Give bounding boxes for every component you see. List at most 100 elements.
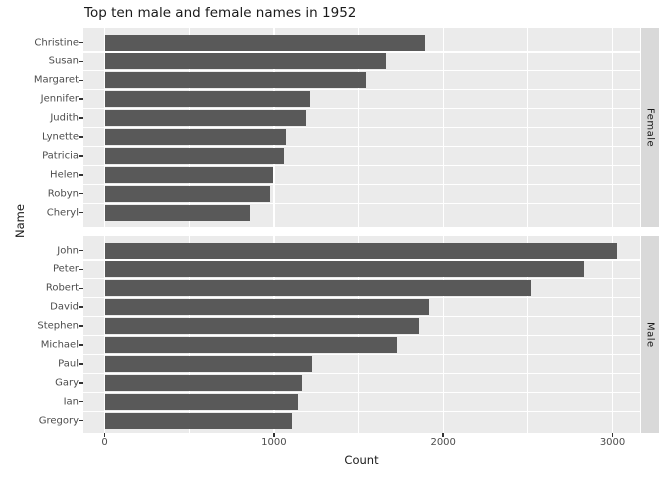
major-gridline — [611, 236, 614, 433]
bar-cheryl — [104, 204, 251, 221]
y-tick-label: Helen — [50, 169, 79, 181]
y-tick-mark — [79, 60, 83, 63]
minor-gridline — [527, 236, 529, 433]
row-gridline — [83, 145, 640, 148]
row-gridline — [83, 334, 640, 337]
y-tick-label: Robert — [45, 282, 79, 294]
bar-jennifer — [104, 91, 311, 108]
row-gridline — [83, 183, 640, 185]
y-tick-mark — [79, 306, 83, 308]
y-axis-title: Name — [12, 204, 27, 238]
facet-strip-male: Male — [641, 236, 659, 433]
y-tick-mark — [79, 382, 83, 384]
facet-panel-male — [83, 236, 640, 433]
bar-david — [104, 299, 429, 316]
row-gridline — [83, 89, 640, 91]
bar-john — [104, 242, 617, 259]
bar-margaret — [104, 72, 367, 89]
y-tick-mark — [79, 287, 83, 290]
x-tick-label: 1000 — [261, 437, 287, 448]
facet-strip-female: Female — [641, 28, 659, 227]
row-gridline — [83, 259, 640, 261]
y-tick-mark — [79, 419, 83, 422]
y-tick-label: Gary — [55, 377, 79, 389]
y-tick-label: Christine — [34, 37, 79, 48]
bar-judith — [104, 110, 307, 127]
y-tick-label: John — [57, 245, 79, 256]
bar-peter — [104, 261, 584, 278]
major-gridline — [103, 236, 106, 433]
row-gridline — [83, 316, 640, 318]
y-tick-label: Susan — [48, 55, 79, 67]
row-gridline — [83, 410, 640, 412]
x-tick-label: 0 — [101, 437, 108, 448]
y-tick-label: Peter — [52, 263, 79, 275]
y-tick-label: Judith — [50, 112, 79, 124]
y-tick-label: Margaret — [33, 74, 79, 86]
bar-robert — [104, 280, 532, 297]
x-tick-label: 2000 — [430, 437, 456, 448]
y-tick-mark — [79, 155, 83, 157]
minor-gridline — [188, 236, 190, 433]
facet-strip-label: Female — [644, 107, 656, 148]
y-tick-mark — [79, 174, 83, 176]
row-gridline — [83, 126, 640, 129]
y-tick-mark — [79, 211, 83, 214]
y-tick-mark — [79, 98, 83, 100]
bar-christine — [104, 34, 426, 51]
y-tick-label: Paul — [58, 358, 79, 370]
chart-title: Top ten male and female names in 1952 — [84, 5, 357, 21]
y-tick-mark — [79, 325, 83, 327]
y-tick-label: Michael — [40, 339, 79, 351]
y-tick-label: Ian — [63, 396, 79, 408]
y-tick-mark — [79, 268, 83, 271]
y-tick-label: Cheryl — [46, 207, 79, 219]
y-tick-mark — [79, 249, 83, 252]
bar-paul — [104, 355, 312, 372]
row-gridline — [83, 51, 640, 53]
row-gridline — [83, 202, 640, 204]
y-tick-label: Stephen — [37, 320, 79, 332]
y-tick-mark — [79, 363, 83, 365]
row-gridline — [83, 391, 640, 393]
y-tick-label: Robyn — [47, 188, 79, 200]
bar-ian — [104, 393, 298, 410]
y-tick-mark — [79, 79, 83, 82]
row-gridline — [83, 164, 640, 166]
row-gridline — [83, 108, 640, 110]
x-tick-mark — [611, 433, 614, 437]
bar-stephen — [104, 318, 420, 335]
facet-panel-female — [83, 28, 640, 227]
y-tick-mark — [79, 117, 83, 119]
y-tick-mark — [79, 192, 83, 195]
bar-lynette — [104, 129, 286, 145]
y-tick-mark — [79, 41, 83, 44]
bar-robyn — [104, 185, 270, 202]
bar-susan — [104, 53, 386, 70]
row-gridline — [83, 372, 640, 374]
y-tick-label: Lynette — [41, 131, 79, 143]
y-tick-label: Jennifer — [40, 93, 79, 105]
x-tick-mark — [103, 433, 106, 437]
bar-gary — [104, 374, 302, 391]
y-tick-mark — [79, 344, 83, 346]
y-tick-label: Patricia — [42, 150, 79, 162]
facet-strip-label: Male — [644, 321, 656, 348]
major-gridline — [273, 236, 275, 433]
x-tick-label: 3000 — [599, 437, 626, 448]
minor-gridline — [358, 236, 360, 433]
bar-michael — [104, 337, 398, 353]
x-tick-mark — [442, 433, 444, 437]
y-tick-mark — [79, 136, 83, 138]
x-axis-title: Count — [344, 453, 379, 467]
y-tick-label: David — [50, 301, 79, 313]
row-gridline — [83, 70, 640, 72]
bar-patricia — [104, 147, 284, 164]
y-tick-mark — [79, 400, 83, 403]
row-gridline — [83, 278, 640, 280]
x-tick-mark — [273, 433, 275, 437]
row-gridline — [83, 353, 640, 356]
bar-gregory — [104, 412, 293, 429]
row-gridline — [83, 297, 640, 299]
